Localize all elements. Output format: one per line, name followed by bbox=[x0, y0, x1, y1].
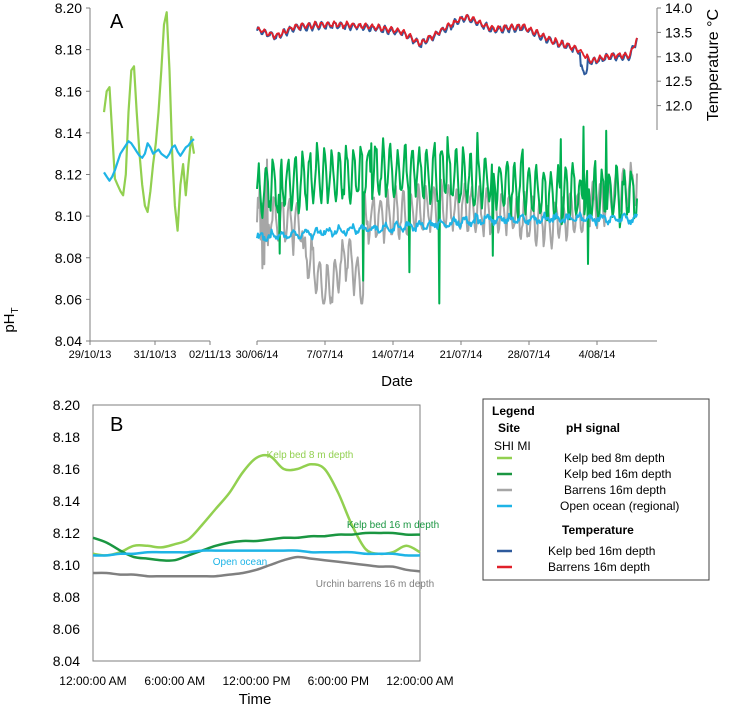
y-tick-label: 8.04 bbox=[53, 653, 80, 669]
panel-b-series: Kelp bed 8 m depth Kelp bed 16 m depth Ope… bbox=[92, 450, 439, 590]
series-line bbox=[92, 555, 421, 578]
series-line bbox=[256, 211, 638, 242]
y-tick-label: 8.18 bbox=[53, 429, 80, 445]
legend-ph-entries: Kelp bed 8m depth Kelp bed 16m depth Barre… bbox=[497, 451, 679, 513]
legend-temperature-entries: Kelp bed 16m depth Barrens 16m depth bbox=[497, 544, 655, 574]
x-tick-label: 14/07/14 bbox=[372, 349, 415, 361]
legend-box bbox=[482, 398, 710, 581]
x-tick-label: 29/10/13 bbox=[69, 349, 112, 361]
x-tick-label: 30/06/14 bbox=[236, 349, 279, 361]
y-tick-label: 8.08 bbox=[53, 589, 80, 605]
panel-a-y-ticks: 8.04 8.06 8.08 8.10 8.12 8.14 8.16 8.18 8.20 bbox=[55, 0, 90, 349]
x-tick-label: 21/07/14 bbox=[440, 349, 483, 361]
panel-a-series bbox=[102, 11, 638, 305]
panel-b-x-ticks: 12:00:00 AM 6:00:00 AM 12:00:00 PM 6:00:00 … bbox=[59, 674, 453, 688]
panel-a-label: A bbox=[110, 11, 124, 33]
series-line bbox=[256, 14, 638, 64]
series-line bbox=[256, 125, 638, 305]
panel-a-x-axis-label: Date bbox=[381, 373, 413, 390]
y-tick-label: 8.12 bbox=[55, 167, 82, 183]
y-tick-label: 8.08 bbox=[55, 250, 82, 266]
series-label: Urchin barrens 16 m depth bbox=[316, 579, 434, 590]
panel-b-y-ticks: 8.04 8.06 8.08 8.10 8.12 8.14 8.16 8.18 8.20 bbox=[53, 397, 80, 669]
x-tick-label: 12:00:00 PM bbox=[222, 674, 290, 688]
y-tick-label: 8.04 bbox=[55, 333, 82, 349]
temperature-axis-label: Temperature °C bbox=[705, 9, 722, 121]
x-tick-label: 28/07/14 bbox=[508, 349, 551, 361]
legend-entry-label: Kelp bed 16m depth bbox=[564, 467, 671, 481]
series-label: Kelp bed 8 m depth bbox=[267, 450, 354, 461]
x-tick-label: 6:00:00 AM bbox=[144, 674, 205, 688]
panel-b-label: B bbox=[110, 414, 123, 436]
y-tick-label: 8.06 bbox=[53, 621, 80, 637]
x-tick-label: 12:00:00 AM bbox=[386, 674, 453, 688]
temperature-tick-label: 14.0 bbox=[665, 0, 692, 16]
legend-temperature-header: Temperature bbox=[562, 523, 634, 537]
legend-site-header: Site bbox=[498, 421, 520, 435]
panel-b: B 8.04 8.06 8.08 8.10 8.12 8.14 8.16 8.18 8.20 1… bbox=[53, 397, 454, 708]
x-tick-label: 7/07/14 bbox=[307, 349, 344, 361]
legend: Legend Site SHI MI pH signal Kelp bed 8m… bbox=[482, 398, 710, 581]
series-line bbox=[92, 531, 421, 562]
y-tick-label: 8.20 bbox=[53, 397, 80, 413]
y-tick-label: 8.10 bbox=[53, 557, 80, 573]
series-line bbox=[102, 11, 196, 232]
legend-entry-label: Kelp bed 8m depth bbox=[564, 451, 665, 465]
temperature-tick-label: 12.0 bbox=[665, 98, 692, 114]
y-tick-label: 8.14 bbox=[53, 493, 80, 509]
legend-entry-label: Barrens 16m depth bbox=[548, 560, 650, 574]
y-tick-label: 8.18 bbox=[55, 42, 82, 58]
y-tick-label: 8.10 bbox=[55, 208, 82, 224]
x-tick-label: 4/08/14 bbox=[579, 349, 616, 361]
panel-a-x-ticks: 29/10/13 31/10/13 02/11/13 30/06/14 7/07/14 1… bbox=[69, 341, 616, 361]
y-axis-label: pHT bbox=[1, 307, 21, 332]
series-label: Open ocean bbox=[213, 557, 268, 568]
legend-site-value: SHI MI bbox=[494, 439, 531, 453]
y-tick-label: 8.14 bbox=[55, 125, 82, 141]
legend-entry-label: Barrens 16m depth bbox=[564, 483, 666, 497]
series-line bbox=[103, 138, 195, 182]
legend-ph-header: pH signal bbox=[566, 421, 620, 435]
series-label: Kelp bed 16 m depth bbox=[347, 520, 439, 531]
x-tick-label: 6:00:00 PM bbox=[308, 674, 369, 688]
series-line bbox=[256, 158, 638, 305]
series-line bbox=[92, 549, 421, 557]
temperature-tick-label: 12.5 bbox=[665, 73, 692, 89]
x-tick-label: 31/10/13 bbox=[134, 349, 177, 361]
x-tick-label: 02/11/13 bbox=[189, 349, 231, 361]
legend-entry-label: Open ocean (regional) bbox=[560, 499, 679, 513]
temperature-tick-label: 13.0 bbox=[665, 49, 692, 65]
panel-a-temperature-ticks: 12.0 12.5 13.0 13.5 14.0 bbox=[657, 0, 692, 114]
series-line bbox=[92, 453, 421, 557]
y-tick-label: 8.06 bbox=[55, 291, 82, 307]
temperature-tick-label: 13.5 bbox=[665, 24, 692, 40]
y-tick-label: 8.16 bbox=[53, 461, 80, 477]
legend-entry-label: Kelp bed 16m depth bbox=[548, 544, 655, 558]
legend-title: Legend bbox=[492, 404, 535, 418]
panel-a: A 8.04 8.06 8.08 8.10 8.12 8.14 8.16 8.18 8.20 2… bbox=[55, 0, 722, 390]
y-tick-label: 8.12 bbox=[53, 525, 80, 541]
panel-b-x-axis-label: Time bbox=[239, 691, 272, 708]
y-tick-label: 8.20 bbox=[55, 0, 82, 16]
y-tick-label: 8.16 bbox=[55, 83, 82, 99]
x-tick-label: 12:00:00 AM bbox=[59, 674, 126, 688]
